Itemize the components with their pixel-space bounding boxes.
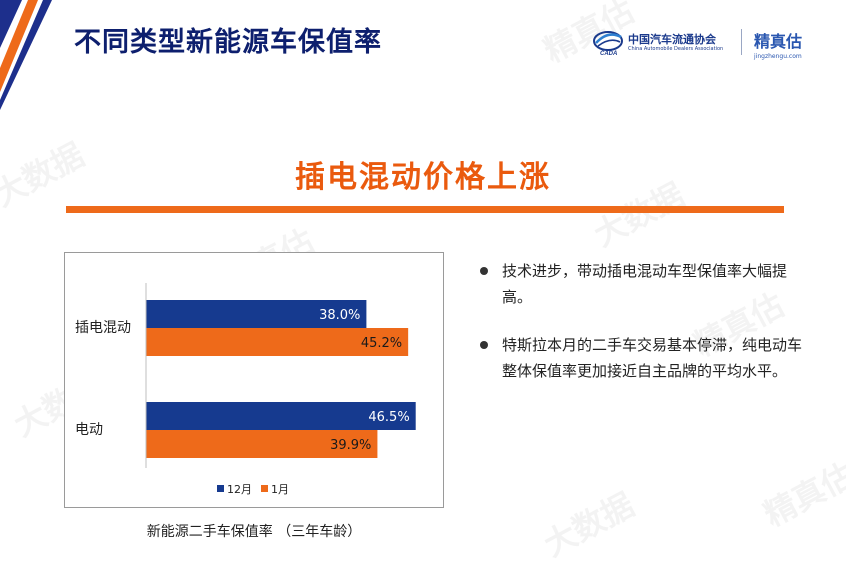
bullet-item: 特斯拉本月的二手车交易基本停滞，纯电动车整体保值率更加接近自主品牌的平均水平。 xyxy=(478,332,808,384)
bullet-text: 技术进步，带动插电混动车型保值率大幅提高。 xyxy=(502,262,788,306)
category-label: 电动 xyxy=(75,422,103,438)
bullet-dot-icon xyxy=(480,267,488,275)
jingzhengu-logo: 精真估 jingzhengu.com xyxy=(754,28,802,60)
watermark-text: 大数据 xyxy=(535,480,641,566)
bullet-item: 技术进步，带动插电混动车型保值率大幅提高。 xyxy=(478,258,808,310)
section-subtitle: 插电混动价格上涨 xyxy=(295,160,551,195)
watermark-text: 精真估 xyxy=(755,450,846,536)
jingzhengu-name-cn: 精真估 xyxy=(754,32,803,51)
bar xyxy=(146,430,378,458)
logo-divider xyxy=(741,29,742,55)
svg-text:CADA: CADA xyxy=(600,51,617,56)
caada-emblem-icon: CADA xyxy=(593,31,623,56)
category-label: 插电混动 xyxy=(75,320,131,336)
jingzhengu-url: jingzhengu.com xyxy=(754,53,802,60)
caada-name-cn: 中国汽车流通协会 xyxy=(628,33,716,46)
data-label: 39.9% xyxy=(330,438,371,453)
bar xyxy=(146,402,416,430)
bullet-list: 技术进步，带动插电混动车型保值率大幅提高。 特斯拉本月的二手车交易基本停滞，纯电… xyxy=(478,258,808,406)
legend-swatch xyxy=(217,485,224,492)
chart-caption: 新能源二手车保值率 （三年车龄） xyxy=(146,524,362,540)
legend-swatch xyxy=(261,485,268,492)
legend-label: 12月 xyxy=(227,483,252,496)
bullet-text: 特斯拉本月的二手车交易基本停滞，纯电动车整体保值率更加接近自主品牌的平均水平。 xyxy=(502,336,803,380)
data-label: 38.0% xyxy=(319,308,360,323)
caada-logo: CADA 中国汽车流通协会 China Automobile Dealers A… xyxy=(592,28,732,58)
orange-divider xyxy=(66,206,784,213)
data-label: 45.2% xyxy=(361,336,402,351)
bar-chart: 插电混动 38.0%45.2% 电动 46.5% 39.9% 12月 1月 xyxy=(75,283,416,496)
data-label: 46.5% xyxy=(368,410,409,425)
page-title: 不同类型新能源车保值率 xyxy=(74,27,382,58)
chart-frame: 插电混动 38.0% 45.2% 电动 46.5% 39.9% 12月 1月 xyxy=(64,252,444,508)
caada-name-en: China Automobile Dealers Association xyxy=(628,46,724,52)
bullet-dot-icon xyxy=(480,341,488,349)
bar xyxy=(146,300,367,328)
legend-label: 1月 xyxy=(271,483,289,496)
bar xyxy=(146,328,409,356)
corner-stripes xyxy=(0,0,52,110)
